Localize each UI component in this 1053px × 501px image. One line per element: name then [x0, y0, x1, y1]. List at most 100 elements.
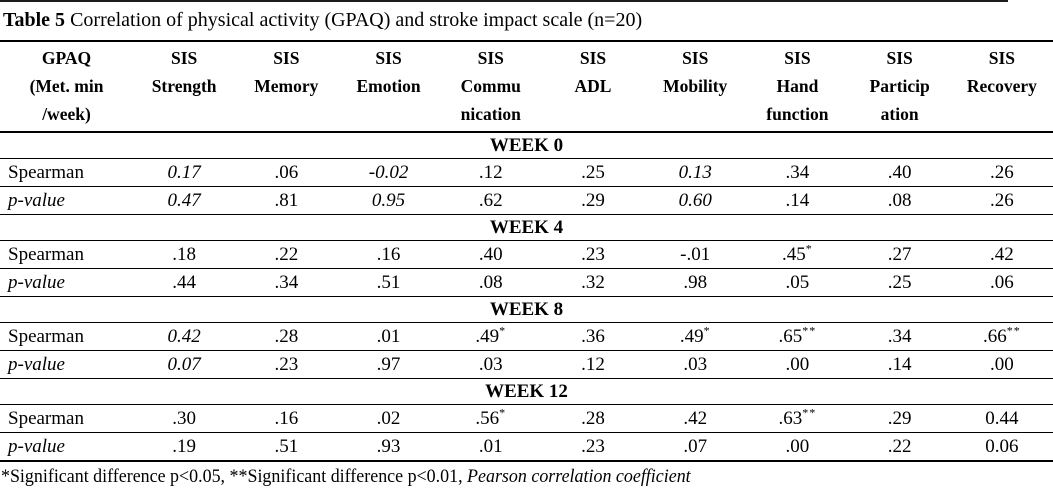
column-header-line: (Met. min	[29, 76, 104, 96]
cell-value: -0.02	[368, 162, 409, 183]
row-label-p-value: p-value	[8, 436, 65, 457]
cell-value: .66	[983, 326, 1007, 347]
correlation-value-cell: .22	[235, 241, 337, 269]
correlation-value-cell: .00	[746, 351, 848, 379]
correlation-value-cell: .23	[542, 241, 644, 269]
correlation-value-cell: .32	[542, 269, 644, 297]
cell-value: .28	[581, 408, 605, 429]
cell-value: .65	[778, 326, 803, 347]
cell-value: .23	[581, 244, 605, 265]
correlation-value-cell: .40	[440, 241, 542, 269]
cell-value: 0.07	[167, 354, 201, 375]
cell-value: .56	[475, 408, 500, 429]
footnote-significance-text: *Significant difference p<0.05, **Signif…	[0, 467, 468, 487]
column-header-gpaq: GPAQ (Met. min/week)	[0, 41, 133, 132]
week-label-week-4: WEEK 4	[489, 217, 564, 238]
correlation-value-cell: .23	[542, 433, 644, 462]
cell-value: 0.13	[678, 162, 712, 183]
correlation-value-cell: .97	[337, 351, 439, 379]
correlation-value-cell: .18	[133, 241, 235, 269]
correlation-value-cell: 0.17	[133, 159, 235, 187]
cell-value: .03	[683, 354, 708, 375]
correlation-value-cell: 0.06	[951, 433, 1053, 462]
correlation-value-cell: .27	[849, 241, 951, 269]
correlation-value-cell: 0.13	[644, 159, 746, 187]
cell-value: .16	[376, 244, 401, 265]
correlation-value-cell: .63**	[746, 405, 848, 433]
cell-value: .40	[478, 244, 503, 265]
column-header-line: Particip	[869, 76, 930, 96]
cell-value: .45	[782, 244, 806, 265]
cell-value: .22	[887, 436, 912, 457]
correlation-value-cell: .25	[542, 159, 644, 187]
correlation-value-cell: .06	[235, 159, 337, 187]
cell-value: .44	[172, 272, 196, 293]
correlation-value-cell: .08	[849, 187, 951, 215]
column-header-line: SIS	[682, 48, 709, 68]
table-body: WEEK 0 Spearman 0.17 .06 -0.02 .12 .25 0.13 .34.…	[0, 132, 1053, 461]
significance-star-marker: **	[1006, 323, 1021, 338]
correlation-value-cell: .34	[746, 159, 848, 187]
column-header-line: ADL	[574, 76, 612, 96]
week-section-row: WEEK 12	[0, 379, 1053, 405]
cell-value: .05	[785, 272, 810, 293]
row-label-spearman: Spearman	[8, 408, 84, 429]
correlation-value-cell: .42	[644, 405, 746, 433]
cell-value: 0.95	[371, 190, 406, 211]
column-header-line: SIS	[784, 48, 811, 68]
cell-value: .07	[683, 436, 708, 457]
correlation-value-cell: .00	[951, 351, 1053, 379]
correlation-value-cell: .51	[337, 269, 439, 297]
cell-value: .06	[990, 272, 1014, 293]
cell-value: .49	[475, 326, 500, 347]
correlation-value-cell: -0.02	[337, 159, 439, 187]
correlation-value-cell: 0.42	[133, 323, 235, 351]
correlation-value-cell: .16	[337, 241, 439, 269]
correlation-value-cell: .14	[746, 187, 848, 215]
cell-value: .00	[785, 436, 810, 457]
cell-value: .51	[274, 436, 299, 457]
footnote-coefficient-text: Pearson correlation coefficient	[467, 467, 691, 487]
correlation-value-cell: .28	[542, 405, 644, 433]
column-header-sis-strength: SIS Strength	[133, 41, 235, 132]
correlation-value-cell: .14	[849, 351, 951, 379]
cell-value: 0.47	[167, 190, 201, 211]
correlation-value-cell: .51	[235, 433, 337, 462]
cell-value: .02	[376, 408, 401, 429]
correlation-value-cell: .49*	[440, 323, 542, 351]
cell-value: .25	[581, 162, 605, 183]
cell-value: .00	[990, 354, 1014, 375]
table-row: Spearman 0.42.28.01.49* .36.49* .65** .34.66…	[0, 323, 1053, 351]
column-header-line: /week)	[42, 104, 91, 124]
cell-value: .23	[581, 436, 605, 457]
correlation-value-cell: .98	[644, 269, 746, 297]
table-row: Spearman .30 .16 .02 .56* .28 .42 .63** .29 0.44	[0, 405, 1053, 433]
table-row: Spearman .18 .22 .16 .40 .23 -.01 .45* .27 .42	[0, 241, 1053, 269]
correlation-value-cell: .26	[951, 159, 1053, 187]
cell-value: 0.44	[985, 408, 1019, 429]
table-row: p-value .44 .34 .51 .08 .32 .98 .05 .25 .06	[0, 269, 1053, 297]
table-caption-text: Correlation of physical activity (GPAQ) …	[65, 9, 643, 31]
correlation-value-cell: .01	[440, 433, 542, 462]
week-section-row: WEEK 8	[0, 297, 1053, 323]
column-header-line: function	[766, 104, 829, 124]
cell-value: 0.60	[678, 190, 712, 211]
cell-value: .34	[785, 162, 810, 183]
cell-value: .08	[478, 272, 503, 293]
cell-value: .22	[274, 244, 299, 265]
column-header-sis-mobility: SIS Mobility	[644, 41, 746, 132]
cell-value: .42	[683, 408, 708, 429]
correlation-value-cell: .16	[235, 405, 337, 433]
row-label-spearman: Spearman	[8, 162, 84, 183]
row-label-p-value: p-value	[8, 190, 65, 211]
cell-value: .51	[376, 272, 401, 293]
table-row: Spearman 0.17 .06 -0.02 .12 .25 0.13 .34 .40 .26	[0, 159, 1053, 187]
week-label-week-8: WEEK 8	[489, 299, 564, 320]
cell-value: .19	[172, 436, 196, 457]
cell-value: .08	[887, 190, 912, 211]
correlation-value-cell: .29	[542, 187, 644, 215]
correlation-value-cell: .30	[133, 405, 235, 433]
correlation-value-cell: .28	[235, 323, 337, 351]
significance-star-marker: **	[802, 323, 817, 338]
